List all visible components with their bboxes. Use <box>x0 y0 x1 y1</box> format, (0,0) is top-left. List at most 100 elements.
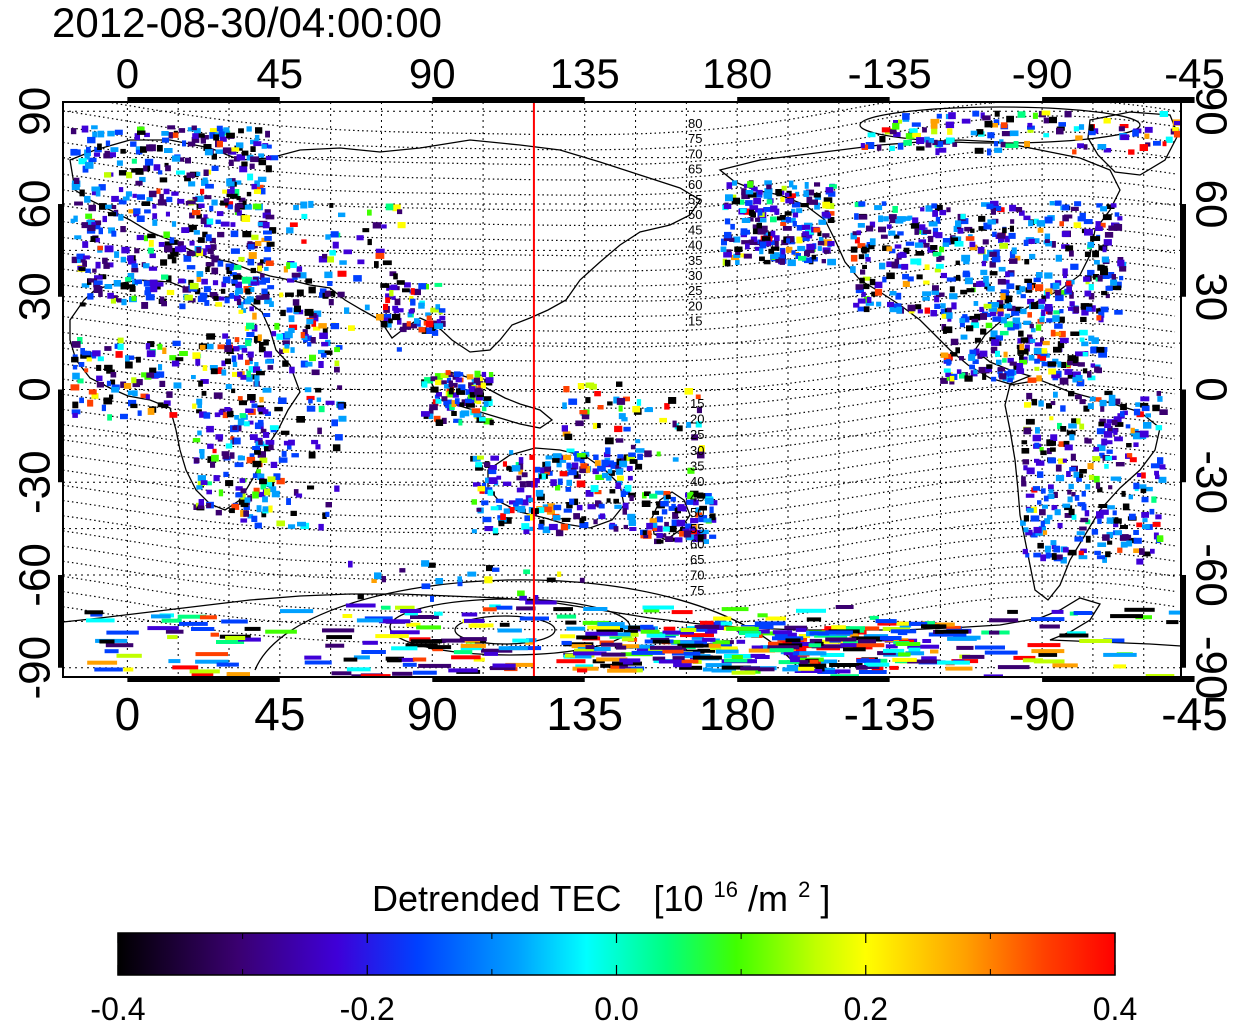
tec-pixel <box>670 537 678 542</box>
tec-pixel <box>703 518 712 523</box>
tec-pixel <box>780 222 787 226</box>
tec-pixel <box>579 410 588 415</box>
bottom-lon-tick-label: -90 <box>1009 688 1075 740</box>
tec-pixel <box>1055 294 1064 302</box>
tec-pixel <box>888 230 896 236</box>
tec-pixel <box>341 733 350 737</box>
tec-pixel <box>642 605 674 610</box>
tec-pixel <box>518 468 523 475</box>
tec-pixel <box>461 399 468 407</box>
tec-pixel <box>561 640 572 645</box>
tec-pixel <box>576 504 583 511</box>
tec-pixel <box>204 149 213 156</box>
tec-pixel <box>541 474 546 480</box>
tec-pixel <box>1073 306 1080 313</box>
tec-pixel <box>962 270 970 276</box>
tec-pixel <box>300 201 308 209</box>
tec-pixel <box>622 508 627 515</box>
tec-pixel <box>229 452 235 459</box>
tec-pixel <box>105 643 134 648</box>
tec-pixel <box>104 172 112 178</box>
right-lat-tick-label: 30 <box>1186 272 1235 321</box>
tec-pixel <box>332 241 339 249</box>
tec-pixel <box>181 227 190 233</box>
tec-pixel <box>1112 455 1117 460</box>
tec-pixel <box>1071 206 1079 211</box>
tec-pixel <box>468 729 491 733</box>
tec-pixel <box>495 605 513 610</box>
tec-pixel <box>649 518 657 524</box>
tec-pixel <box>861 246 867 254</box>
tec-pixel <box>282 360 289 367</box>
tec-pixel <box>259 457 268 463</box>
tec-pixel <box>175 357 184 362</box>
tec-pixel <box>1005 295 1013 303</box>
tec-pixel <box>831 625 846 630</box>
tec-pixel <box>722 258 727 266</box>
tec-pixel <box>273 473 281 480</box>
tec-pixel <box>129 355 135 360</box>
tec-pixel <box>1082 352 1088 357</box>
tec-pixel <box>1056 127 1064 135</box>
tec-pixel <box>806 233 813 239</box>
tec-pixel <box>970 228 975 233</box>
tec-pixel <box>822 233 830 238</box>
tec-pixel <box>132 193 137 198</box>
tec-pixel <box>85 268 91 273</box>
tec-pixel <box>315 387 322 393</box>
tec-pixel <box>545 455 553 460</box>
tec-pixel <box>199 449 205 454</box>
tec-pixel <box>300 360 308 368</box>
tec-pixel <box>557 457 567 463</box>
tec-pixel <box>195 288 201 295</box>
tec-pixel <box>923 242 930 248</box>
tec-pixel <box>330 231 339 238</box>
tec-pixel <box>452 392 459 398</box>
tec-pixel <box>1090 363 1096 368</box>
tec-pixel <box>878 215 883 223</box>
tec-pixel <box>383 790 402 794</box>
tec-pixel <box>1105 455 1113 461</box>
tec-pixel <box>555 484 561 491</box>
tec-pixel <box>521 499 529 506</box>
tec-pixel <box>893 234 900 239</box>
tec-pixel <box>920 207 925 212</box>
tec-pixel <box>1155 514 1162 520</box>
tec-pixel <box>480 382 486 389</box>
tec-pixel <box>72 372 80 380</box>
tec-pixel <box>1156 391 1161 396</box>
tec-pixel <box>71 341 81 348</box>
tec-pixel <box>1088 305 1096 312</box>
tec-pixel <box>959 356 964 361</box>
tec-pixel <box>1067 496 1073 503</box>
tec-pixel <box>1080 517 1089 523</box>
tec-pixel <box>910 258 918 265</box>
tec-pixel <box>686 421 692 428</box>
tec-pixel <box>796 225 802 231</box>
tec-pixel <box>458 419 463 426</box>
tec-pixel <box>523 569 530 575</box>
tec-pixel <box>1092 274 1100 280</box>
tec-pixel <box>1096 346 1105 353</box>
tec-pixel <box>1096 315 1102 321</box>
tec-pixel <box>569 654 592 659</box>
tec-pixel <box>131 158 137 164</box>
tec-pixel <box>1048 486 1054 494</box>
tec-pixel <box>907 644 940 649</box>
tec-pixel <box>342 614 353 618</box>
tec-pixel <box>324 271 333 279</box>
tec-pixel <box>705 663 732 668</box>
tec-pixel <box>595 474 604 480</box>
tec-pixel <box>652 510 659 515</box>
tec-pixel <box>662 649 684 654</box>
tec-pixel <box>77 337 83 344</box>
tec-pixel <box>226 190 233 197</box>
tec-pixel <box>745 200 753 206</box>
tec-pixel <box>1098 421 1105 427</box>
tec-pixel <box>1110 279 1118 286</box>
tec-pixel <box>866 297 872 303</box>
tec-pixel <box>222 189 231 194</box>
tec-pixel <box>874 288 883 296</box>
tec-pixel <box>306 405 316 412</box>
tec-pixel <box>1106 449 1113 454</box>
